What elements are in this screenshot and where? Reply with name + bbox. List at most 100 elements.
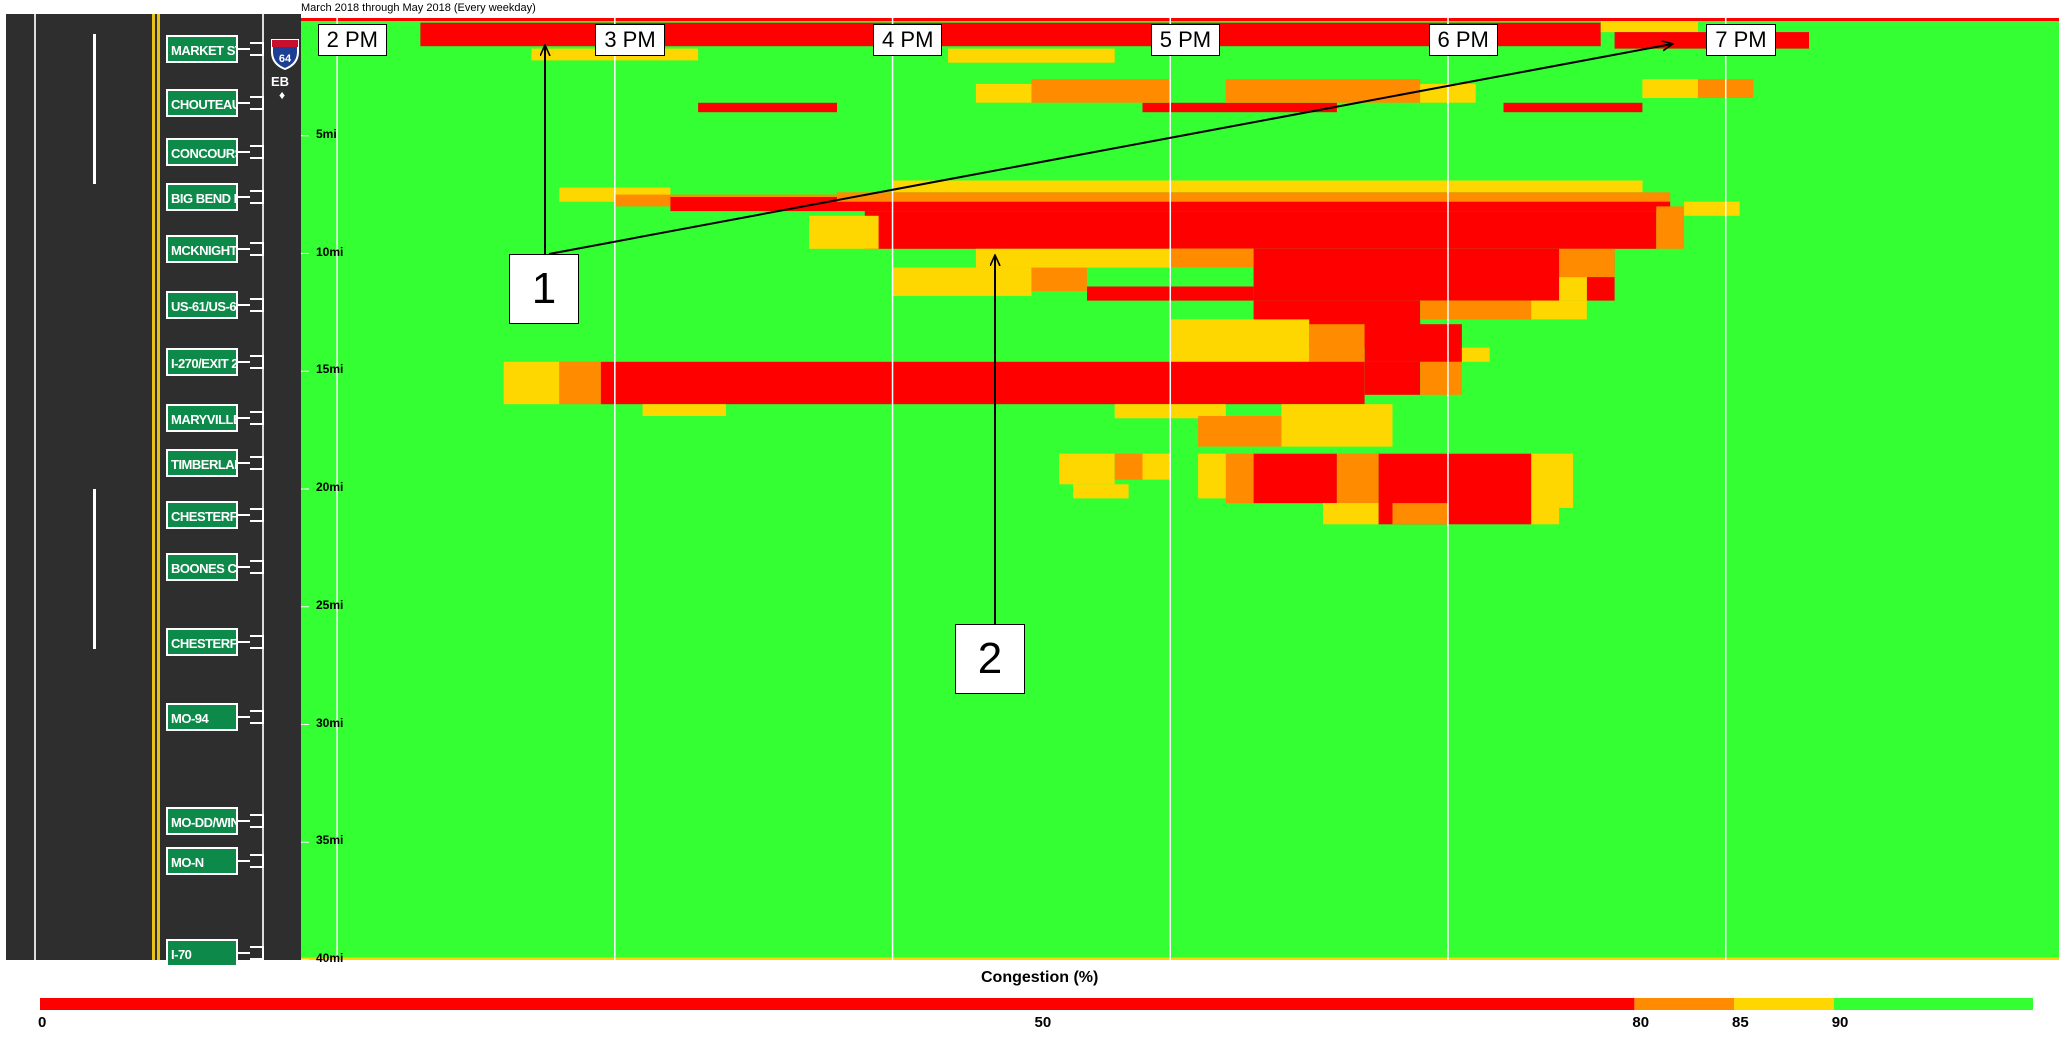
exit-sign[interactable]: MCKNIGHT R	[166, 234, 238, 263]
exit-connector	[238, 360, 250, 363]
congestion-cell-moderate	[975, 83, 1032, 103]
congestion-cell-moderate	[892, 180, 1643, 193]
congestion-cell-moderate	[1531, 300, 1587, 320]
legend-segment-moderate	[1734, 998, 1834, 1010]
exit-connector	[238, 47, 250, 50]
lane-dash	[93, 489, 96, 649]
congestion-cell-heavy	[1170, 248, 1254, 268]
exit-connector	[238, 951, 250, 954]
congestion-cell-moderate	[1531, 453, 1573, 508]
exit-connector	[238, 820, 250, 823]
lane-edge-line	[34, 14, 36, 960]
congestion-cell-severe	[837, 201, 1671, 212]
exit-sign[interactable]: MO-DD/WIN	[166, 807, 238, 836]
direction-arrow-icon: ♦	[279, 88, 286, 102]
congestion-cell-heavy	[559, 361, 601, 405]
legend-tick-label: 80	[1632, 1014, 1650, 1031]
exit-sign[interactable]: MARKET STA	[166, 34, 238, 63]
congestion-cell-severe	[1364, 361, 1421, 395]
congestion-cell-moderate	[1323, 503, 1379, 525]
congestion-cell-severe	[1364, 324, 1462, 362]
congestion-cell-severe	[1253, 248, 1615, 301]
direction-label: EB	[271, 74, 290, 89]
exit-ramp-marker	[250, 710, 264, 725]
exit-ramp-marker	[250, 945, 264, 960]
congestion-cell-moderate	[1559, 277, 1587, 301]
exit-ramp-marker	[250, 814, 264, 829]
exit-ramp-marker	[250, 635, 264, 650]
exit-sign[interactable]: US-61/US-67	[166, 291, 238, 320]
legend-tick-label: 90	[1831, 1014, 1849, 1031]
exit-sign[interactable]: TIMBERLAKE	[166, 449, 238, 478]
congestion-cell-severe	[600, 361, 1365, 405]
exit-connector	[238, 195, 250, 198]
exit-connector	[238, 513, 250, 516]
congestion-cell-moderate	[1198, 453, 1226, 499]
congestion-cell-severe	[864, 211, 1657, 249]
exit-ramp-marker	[250, 189, 264, 204]
interstate-shield-icon: 64	[271, 39, 299, 70]
legend-segment-heavy	[1634, 998, 1735, 1010]
exit-ramp-marker	[250, 95, 264, 110]
exit-sign[interactable]: CHOUTEAU A	[166, 88, 238, 117]
congestion-cell-heavy	[1336, 453, 1379, 504]
legend-tick-label: 0	[38, 1014, 47, 1031]
time-tick-label: 3 PM	[595, 24, 665, 56]
exit-ramp-marker	[250, 298, 264, 313]
exit-sign[interactable]: I-270/EXIT 2	[166, 347, 238, 376]
exit-ramp-marker	[250, 507, 264, 522]
center-line	[157, 14, 160, 960]
congestion-cell-heavy	[1420, 361, 1462, 395]
shield-number: 64	[279, 53, 292, 65]
exit-connector	[238, 101, 250, 104]
congestion-cell-heavy	[1031, 79, 1171, 103]
exit-ramp-marker	[250, 145, 264, 160]
exit-ramp-marker	[250, 411, 264, 426]
congestion-cell-heavy	[1309, 324, 1365, 362]
congestion-cell-heavy	[1392, 503, 1448, 525]
legend-tick-label: 85	[1732, 1014, 1749, 1031]
congestion-cell-moderate	[892, 267, 1032, 296]
mile-tick-label: 35mi	[316, 833, 344, 848]
congestion-cell-severe	[420, 22, 1601, 47]
exit-connector	[238, 247, 250, 250]
congestion-cell-moderate	[1531, 507, 1560, 525]
exit-sign[interactable]: MO-94	[166, 703, 238, 732]
congestion-cell-severe	[698, 102, 837, 113]
exit-ramp-marker	[250, 559, 264, 574]
exit-sign[interactable]: MO-N	[166, 847, 238, 876]
exit-sign[interactable]: MARYVILLE (	[166, 404, 238, 433]
exit-sign[interactable]: I-70	[166, 938, 238, 967]
congestion-cell-severe	[1253, 453, 1337, 504]
congestion-cell-moderate	[301, 957, 2059, 960]
congestion-cell-severe	[670, 197, 837, 212]
exit-sign[interactable]: BOONES CRO	[166, 552, 238, 581]
lane-dash	[93, 34, 96, 184]
callout-2: 2	[955, 624, 1025, 694]
exit-sign[interactable]: CHESTERFIE	[166, 500, 238, 529]
exit-connector	[238, 151, 250, 154]
exit-ramp-marker	[250, 241, 264, 256]
mile-tick-label: 20mi	[316, 480, 344, 494]
congestion-cell-heavy	[1559, 248, 1615, 278]
exit-connector	[238, 417, 250, 420]
congestion-cell-moderate	[1461, 347, 1490, 362]
exit-connector	[238, 716, 250, 719]
exit-ramp-marker	[250, 354, 264, 369]
congestion-cell-heavy	[1420, 300, 1532, 320]
congestion-cell-heavy	[837, 192, 1671, 202]
time-tick-label: 6 PM	[1428, 24, 1498, 56]
exit-sign[interactable]: CHESTERFIE	[166, 628, 238, 657]
exit-sign[interactable]: BIG BEND BL	[166, 182, 238, 211]
congestion-cell-moderate	[809, 215, 879, 249]
congestion-cell-moderate	[1170, 319, 1310, 362]
mile-tick-label: 40mi	[316, 951, 344, 965]
exit-connector	[238, 462, 250, 465]
center-line	[152, 14, 155, 960]
congestion-cell-moderate	[503, 361, 560, 405]
congestion-cell-heavy	[1114, 453, 1143, 480]
exit-sign[interactable]: CONCOURSE	[166, 138, 238, 167]
congestion-cell-heavy	[1225, 453, 1254, 504]
time-tick-label: 5 PM	[1150, 24, 1221, 56]
congestion-cell-moderate	[1600, 18, 1698, 33]
